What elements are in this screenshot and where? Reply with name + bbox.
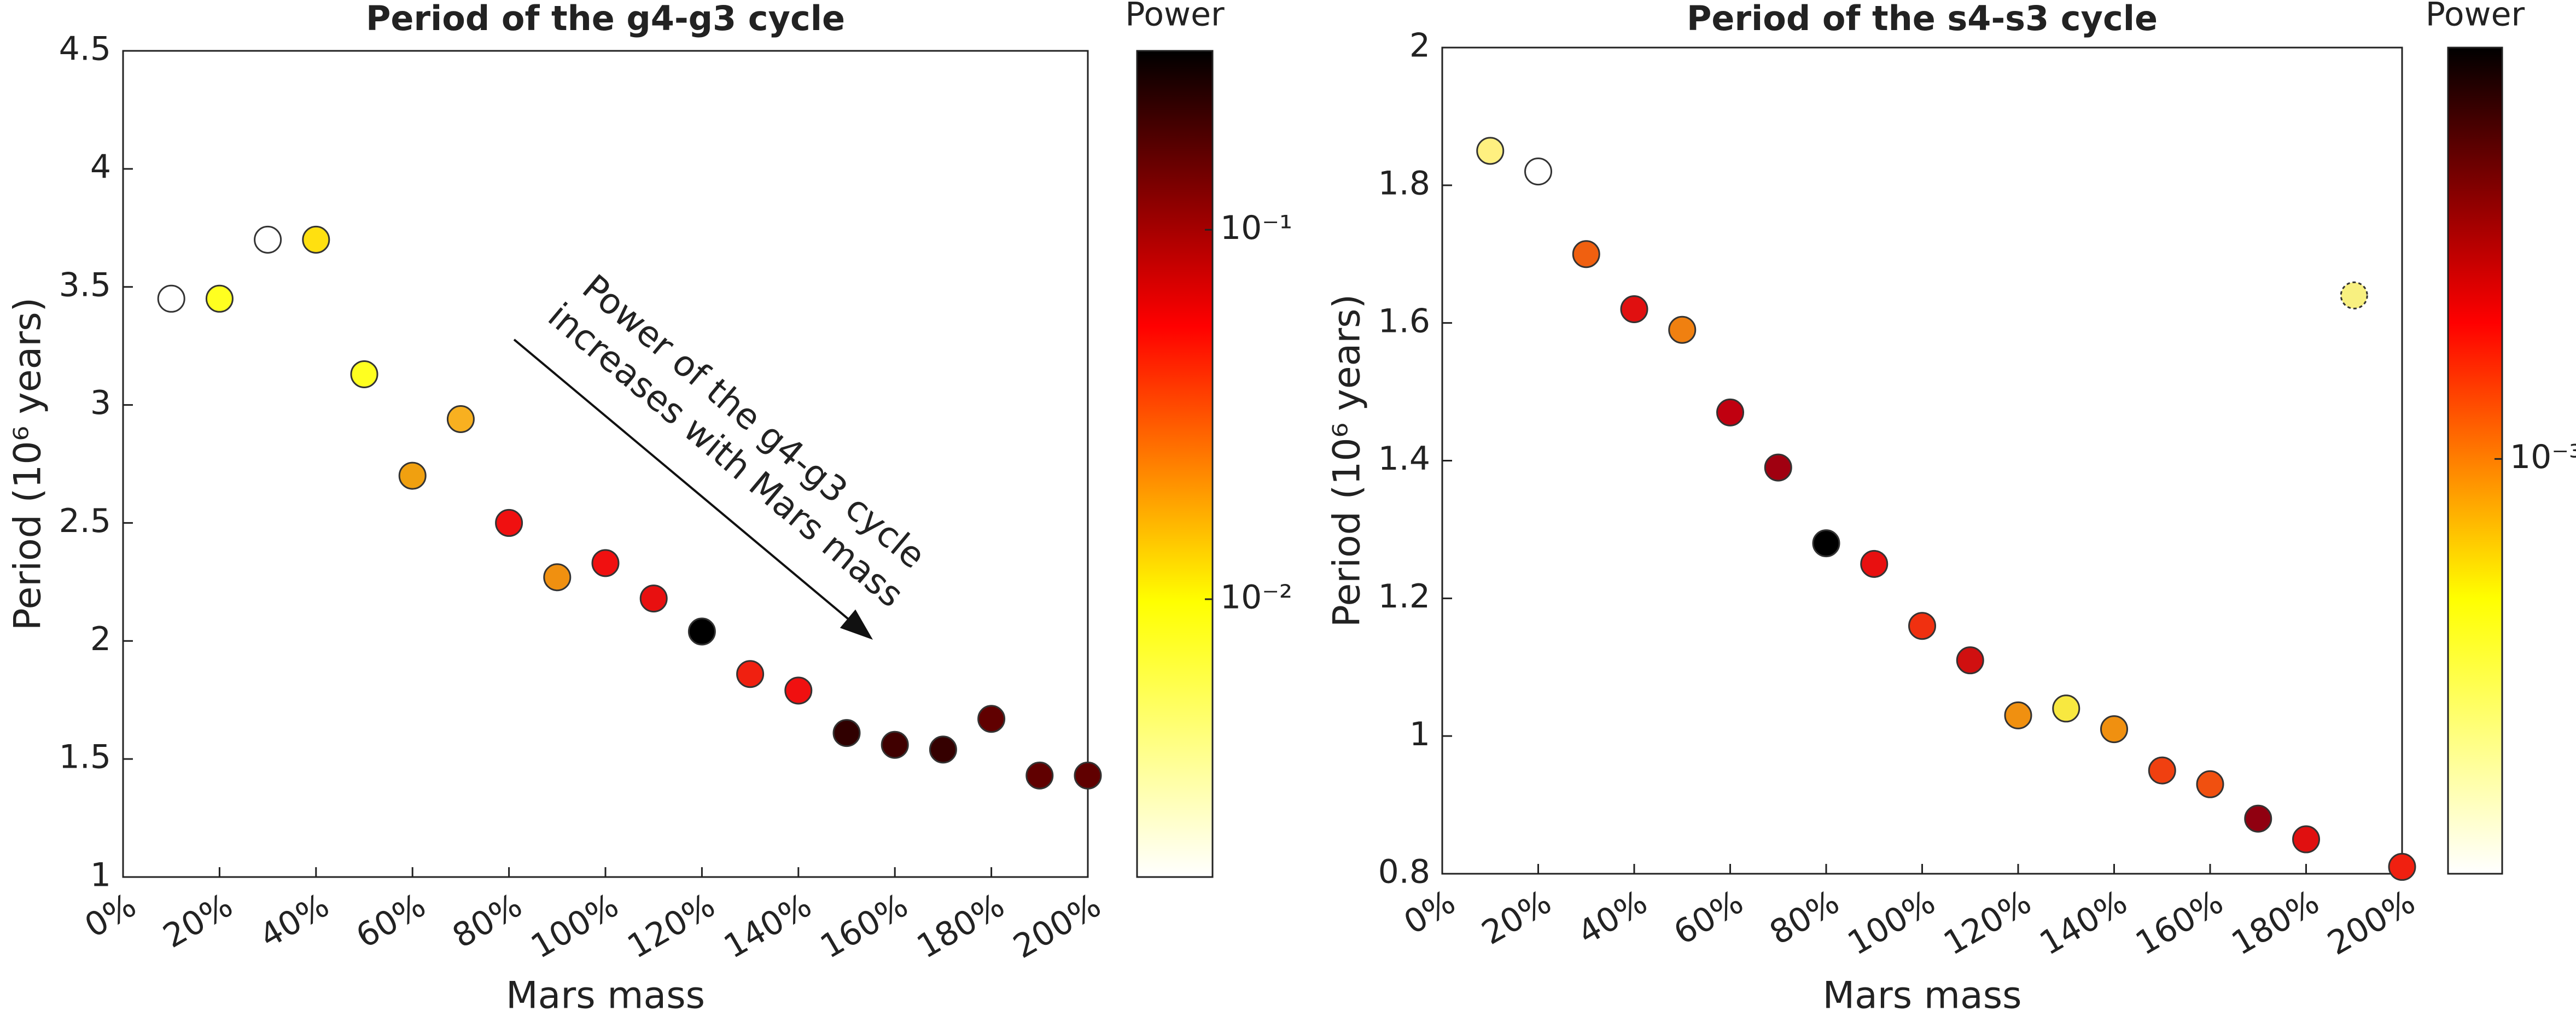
colorbar-label: Power <box>2426 0 2525 34</box>
y-tick-label: 1 <box>90 856 111 895</box>
colorbar-label: Power <box>1125 0 1225 34</box>
colorbar-tick-label: 10⁻¹ <box>1220 209 1292 247</box>
x-tick-label: 40% <box>253 886 335 956</box>
y-tick-label: 0.8 <box>1378 853 1430 891</box>
data-point <box>446 405 475 433</box>
x-tick-label: 0% <box>78 886 142 945</box>
x-tick-label: 200% <box>1007 886 1108 966</box>
data-point <box>2244 804 2272 833</box>
data-point <box>398 461 427 490</box>
x-tick-label: 200% <box>2321 883 2422 963</box>
y-tick-label: 3.5 <box>59 266 111 304</box>
x-tick-label: 100% <box>524 886 625 966</box>
data-point <box>302 225 330 254</box>
data-point <box>1716 398 1744 426</box>
annotation-arrow <box>513 338 863 632</box>
x-tick-label: 40% <box>1571 883 1653 952</box>
x-tick-label: 60% <box>1668 883 1750 952</box>
y-tick-label: 1.2 <box>1378 577 1430 616</box>
y-tick-label: 1.8 <box>1378 164 1430 202</box>
plot-area <box>122 50 1089 878</box>
y-tick-label: 1.5 <box>59 738 111 776</box>
x-tick-label: 180% <box>911 886 1011 966</box>
x-axis-label: Mars mass <box>506 974 705 1017</box>
data-point <box>1025 761 1054 790</box>
data-point <box>205 284 234 313</box>
data-point <box>832 719 861 747</box>
y-axis-label: Period (10⁶ years) <box>7 297 50 630</box>
x-tick-label: 120% <box>1937 883 2038 963</box>
x-tick-label: 60% <box>350 886 432 956</box>
y-tick-label: 2.5 <box>59 502 111 540</box>
data-point <box>350 360 378 388</box>
data-point <box>254 225 282 254</box>
x-tick-label: 20% <box>157 886 239 956</box>
x-tick-label: 20% <box>1476 883 1558 952</box>
x-tick-label: 100% <box>1841 883 1942 963</box>
x-tick-label: 0% <box>1397 883 1461 942</box>
y-tick-label: 3 <box>90 384 111 422</box>
data-point <box>2004 701 2032 729</box>
chart-title: Period of the g4-g3 cycle <box>366 0 845 38</box>
data-point <box>881 730 909 759</box>
arrow-head <box>840 609 873 640</box>
data-point <box>543 563 572 592</box>
y-axis-label: Period (10⁶ years) <box>1326 294 1369 627</box>
data-point <box>929 735 957 764</box>
data-point <box>157 284 185 313</box>
data-point <box>1620 295 1648 323</box>
chart-title: Period of the s4-s3 cycle <box>1687 0 2158 38</box>
data-point <box>1668 315 1697 344</box>
data-point <box>1524 157 1552 186</box>
colorbar <box>1136 50 1214 878</box>
x-tick-label: 140% <box>718 886 818 966</box>
x-axis-label: Mars mass <box>1822 974 2021 1017</box>
y-tick-label: 1.6 <box>1378 302 1430 340</box>
data-point <box>2388 852 2416 881</box>
y-tick-label: 1.4 <box>1378 440 1430 478</box>
y-tick-label: 4.5 <box>59 30 111 68</box>
x-tick-label: 80% <box>1763 883 1845 952</box>
data-point <box>495 508 523 537</box>
data-point <box>639 585 668 613</box>
x-tick-label: 80% <box>446 886 528 956</box>
data-point <box>2196 770 2224 798</box>
plot-area <box>1441 46 2403 875</box>
data-point <box>1956 646 1984 675</box>
data-point <box>736 660 765 688</box>
data-point <box>2292 825 2320 854</box>
x-tick-label: 160% <box>814 886 914 966</box>
x-tick-label: 140% <box>2033 883 2134 963</box>
data-point <box>2340 281 2368 309</box>
data-point <box>1908 612 1936 640</box>
colorbar-tick-label: 10⁻³ <box>2510 438 2576 476</box>
data-point <box>1476 137 1505 165</box>
colorbar <box>2447 46 2503 875</box>
data-point <box>591 549 620 577</box>
y-tick-label: 4 <box>90 148 111 186</box>
data-point <box>1764 453 1792 482</box>
x-tick-label: 180% <box>2225 883 2326 963</box>
x-tick-label: 120% <box>621 886 722 966</box>
data-point <box>687 617 716 646</box>
x-tick-label: 160% <box>2129 883 2230 963</box>
data-point <box>977 705 1006 733</box>
data-point <box>2148 756 2176 785</box>
data-point <box>2052 694 2080 723</box>
y-tick-label: 2 <box>90 620 111 658</box>
data-point <box>2100 715 2128 744</box>
y-tick-label: 2 <box>1409 27 1430 65</box>
data-point <box>1860 550 1889 578</box>
colorbar-tick-label: 10⁻² <box>1220 578 1292 616</box>
data-point <box>1572 240 1600 268</box>
data-point <box>784 676 813 705</box>
data-point <box>1074 761 1102 790</box>
data-point <box>1812 529 1840 558</box>
y-tick-label: 1 <box>1409 715 1430 753</box>
